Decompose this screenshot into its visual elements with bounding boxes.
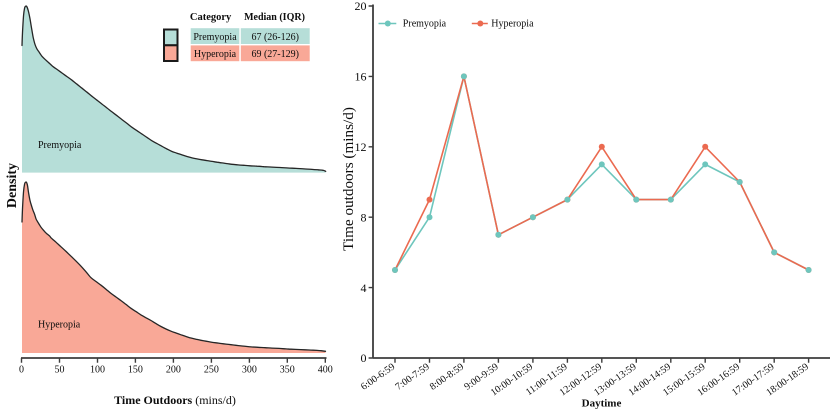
svg-text:200: 200 [166,365,181,376]
svg-text:Premyopia: Premyopia [193,32,237,43]
svg-text:69 (27-129): 69 (27-129) [251,49,299,60]
svg-text:Hyperopia: Hyperopia [38,320,81,331]
svg-text:300: 300 [242,365,257,376]
svg-text:0: 0 [19,365,24,376]
svg-text:Daytime: Daytime [582,398,622,410]
svg-text:12: 12 [355,140,367,154]
svg-text:Premyopia: Premyopia [38,140,82,151]
svg-text:Density: Density [5,163,20,208]
svg-text:100: 100 [90,365,105,376]
svg-text:50: 50 [55,365,65,376]
svg-text:Time outdoors (mins/d): Time outdoors (mins/d) [340,107,357,251]
svg-text:4: 4 [361,281,367,295]
svg-text:67 (26-126): 67 (26-126) [251,32,299,43]
svg-text:16: 16 [355,70,367,84]
svg-text:250: 250 [204,365,219,376]
svg-text:150: 150 [128,365,143,376]
svg-text:20: 20 [355,0,367,13]
svg-text:Time Outdoors (mins/d): Time Outdoors (mins/d) [114,393,236,407]
svg-text:8: 8 [361,210,367,224]
svg-text:Median (IQR): Median (IQR) [244,12,305,23]
svg-text:400: 400 [318,365,333,376]
svg-text:Hyperopia: Hyperopia [491,19,534,30]
svg-text:350: 350 [280,365,295,376]
svg-text:Category: Category [190,12,232,23]
svg-text:Premyopia: Premyopia [403,19,447,30]
svg-text:0: 0 [361,351,367,365]
svg-text:Hyperopia: Hyperopia [194,49,237,60]
